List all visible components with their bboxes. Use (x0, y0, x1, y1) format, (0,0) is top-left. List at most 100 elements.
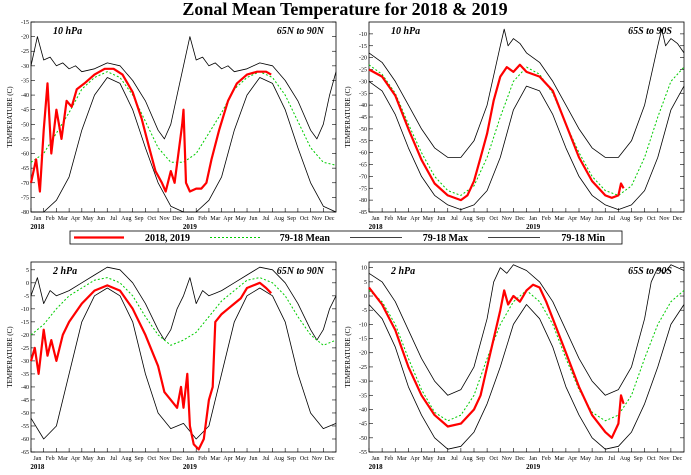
x-tick-label: Mar (397, 456, 407, 462)
y-tick-label: 10 (361, 266, 367, 272)
x-tick-label: Nov (312, 456, 322, 462)
x-tick-label: Jul (608, 216, 615, 222)
x-tick-label: Jul (451, 216, 458, 222)
level-label: 2 hPa (52, 266, 77, 277)
y-tick-label: -45 (359, 422, 367, 428)
y-tick-label: -15 (359, 44, 367, 50)
x-tick-label: Dec (673, 456, 683, 462)
level-label: 10 hPa (391, 26, 420, 37)
plot-frame (368, 21, 685, 213)
y-axis-label: TEMPERATURE (C) (6, 326, 14, 388)
x-tick-label: Oct (489, 456, 498, 462)
x-tick-label: Feb (198, 456, 207, 462)
y-tick-label: -25 (359, 68, 367, 74)
x-tick-label: Nov (159, 216, 169, 222)
x-tick-label: Mar (58, 216, 68, 222)
x-tick-label: May (83, 216, 94, 222)
y-tick-label: -35 (359, 91, 367, 97)
x-tick-label: Oct (300, 456, 309, 462)
y-tick-label: -15 (359, 337, 367, 343)
x-tick-label: Dec (515, 216, 525, 222)
x-tick-label: May (580, 216, 591, 222)
y-tick-label: -50 (359, 436, 367, 442)
x-tick-label: Jan (186, 216, 194, 222)
y-tick-label: -65 (21, 166, 29, 172)
x-tick-label: Feb (384, 216, 393, 222)
x-tick-label: Feb (46, 456, 55, 462)
x-tick-label: Apr (568, 216, 577, 222)
y-tick-label: -50 (359, 127, 367, 133)
y-tick-label: -35 (359, 393, 367, 399)
legend-label-2018-2019: 2018, 2019 (145, 233, 190, 244)
x-tick-label: Apr (223, 456, 232, 462)
x-tick-label: Nov (502, 216, 512, 222)
legend-label-max: 79-18 Max (423, 233, 468, 244)
x-tick-label: Dec (515, 456, 525, 462)
y-tick-label: -85 (359, 210, 367, 216)
series-line-2018-2019 (29, 281, 272, 451)
y-tick-label: -60 (21, 437, 29, 443)
year-label: 2018 (369, 463, 384, 471)
x-tick-label: Apr (568, 456, 577, 462)
y-tick-label: -60 (21, 152, 29, 158)
y-tick-label: -40 (21, 93, 29, 99)
series-line-2018-2019 (368, 283, 625, 439)
y-tick-label: -15 (21, 20, 29, 26)
x-tick-label: Sep (476, 216, 485, 222)
x-tick-label: Jul (110, 456, 117, 462)
x-tick-label: Dec (325, 216, 335, 222)
x-tick-label: Nov (159, 456, 169, 462)
region-label: 65N to 90N (277, 26, 325, 37)
x-tick-label: Mar (397, 216, 407, 222)
y-tick-label: -60 (359, 151, 367, 157)
series-line-79-18-min (368, 81, 685, 210)
x-tick-label: Jul (451, 456, 458, 462)
x-tick-label: Aug (121, 216, 131, 222)
plot-frame (30, 261, 337, 453)
x-tick-label: May (423, 216, 434, 222)
x-tick-label: Jun (97, 216, 105, 222)
y-tick-label: 5 (364, 280, 367, 286)
y-tick-label: -65 (359, 163, 367, 169)
y-tick-label: -75 (21, 195, 29, 201)
x-tick-label: May (580, 456, 591, 462)
x-tick-label: Mar (58, 456, 68, 462)
level-label: 2 hPa (390, 266, 415, 277)
x-tick-label: Aug (620, 216, 630, 222)
year-label: 2018 (30, 463, 45, 471)
series-line-79-18-mean (30, 277, 337, 346)
year-label: 2018 (369, 223, 384, 231)
x-tick-label: Oct (647, 216, 656, 222)
x-tick-label: Sep (634, 456, 643, 462)
y-tick-label: -30 (359, 379, 367, 385)
x-tick-label: May (83, 456, 94, 462)
series-line-79-18-min (30, 287, 337, 440)
y-tick-label: -30 (359, 79, 367, 85)
y-tick-label: -55 (21, 424, 29, 430)
y-tick-label: -35 (21, 78, 29, 84)
y-tick-label: -20 (21, 333, 29, 339)
y-tick-label: 0 (26, 281, 29, 287)
y-tick-label: -5 (362, 308, 367, 314)
y-tick-label: -50 (21, 411, 29, 417)
series-line-79-18-mean (30, 71, 337, 166)
legend-box (69, 230, 623, 245)
chart-title: Zonal Mean Temperature for 2018 & 2019 (182, 0, 507, 19)
series-line-79-18-max (368, 28, 685, 158)
x-tick-label: Feb (198, 216, 207, 222)
panel-10hpa-north: -80 -75 -70 -65 -60 -55 -50 -45 -40 -35 -30 -25 -20 -… (6, 20, 337, 231)
y-tick-label: -55 (359, 139, 367, 145)
x-tick-label: Feb (46, 216, 55, 222)
legend: 2018, 2019 79-18 Mean 79-18 Max 79-18 Mi… (69, 230, 623, 245)
x-tick-label: Apr (71, 216, 80, 222)
panel-10hpa-south: -85 -80 -75 -70 -65 -60 -55 -50 -45 -40 -35 -30 -25 -… (344, 21, 685, 231)
x-tick-label: Sep (476, 456, 485, 462)
year-label: 2019 (183, 223, 198, 231)
x-tick-label: Aug (274, 216, 284, 222)
series-line-79-18-max (30, 36, 337, 140)
y-tick-label: -75 (359, 186, 367, 192)
y-axis-label: TEMPERATURE (C) (344, 86, 352, 148)
legend-label-mean: 79-18 Mean (280, 233, 331, 244)
x-tick-label: Sep (287, 216, 296, 222)
